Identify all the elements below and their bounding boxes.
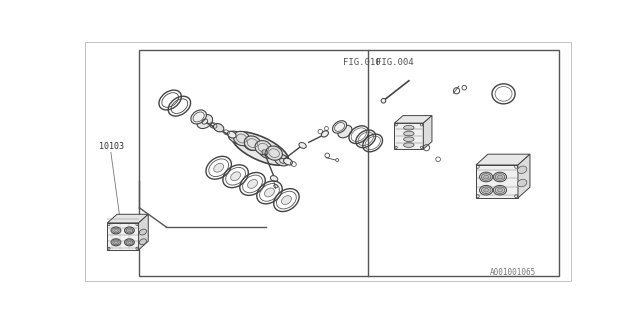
Ellipse shape (299, 142, 307, 148)
Ellipse shape (230, 172, 241, 181)
Ellipse shape (404, 143, 414, 147)
Ellipse shape (495, 174, 505, 180)
Ellipse shape (481, 174, 491, 180)
Ellipse shape (484, 188, 488, 192)
Ellipse shape (113, 240, 119, 245)
Ellipse shape (234, 131, 250, 146)
Ellipse shape (518, 179, 527, 187)
Ellipse shape (271, 176, 278, 181)
Ellipse shape (518, 166, 527, 173)
Ellipse shape (111, 227, 121, 234)
Ellipse shape (404, 131, 414, 136)
Ellipse shape (493, 172, 506, 182)
Ellipse shape (282, 196, 291, 204)
Circle shape (381, 99, 386, 103)
Text: FIG.004: FIG.004 (376, 59, 413, 68)
Polygon shape (394, 123, 423, 149)
Polygon shape (518, 154, 530, 198)
Ellipse shape (140, 239, 147, 245)
Polygon shape (394, 116, 432, 123)
Ellipse shape (191, 110, 207, 124)
Ellipse shape (255, 140, 271, 155)
Ellipse shape (479, 185, 493, 195)
Ellipse shape (338, 125, 352, 138)
Ellipse shape (481, 187, 491, 194)
Text: 10103: 10103 (99, 142, 124, 151)
Text: A001001065: A001001065 (490, 268, 536, 277)
Ellipse shape (284, 158, 292, 165)
Ellipse shape (234, 136, 242, 144)
Ellipse shape (484, 175, 488, 179)
Ellipse shape (214, 124, 224, 132)
Ellipse shape (227, 131, 236, 138)
Text: FIG.010: FIG.010 (344, 59, 381, 68)
Ellipse shape (248, 180, 257, 188)
Ellipse shape (493, 185, 506, 195)
Ellipse shape (125, 227, 134, 234)
Ellipse shape (321, 131, 328, 137)
Ellipse shape (404, 125, 414, 130)
Ellipse shape (497, 188, 502, 192)
Ellipse shape (495, 187, 505, 194)
Ellipse shape (244, 139, 259, 150)
Ellipse shape (125, 239, 134, 246)
Ellipse shape (244, 136, 260, 150)
Ellipse shape (232, 132, 289, 165)
Polygon shape (476, 165, 518, 198)
Ellipse shape (197, 115, 212, 129)
Ellipse shape (404, 137, 414, 141)
Ellipse shape (214, 163, 223, 172)
Ellipse shape (275, 154, 289, 166)
Ellipse shape (113, 228, 119, 233)
Ellipse shape (497, 175, 502, 179)
Polygon shape (108, 214, 148, 223)
Bar (140, 50, 559, 276)
Polygon shape (108, 223, 139, 250)
Ellipse shape (266, 146, 282, 160)
Ellipse shape (333, 121, 347, 133)
Ellipse shape (479, 172, 493, 182)
Polygon shape (476, 154, 530, 165)
Ellipse shape (126, 240, 132, 245)
Ellipse shape (259, 147, 274, 158)
Ellipse shape (228, 131, 243, 143)
Polygon shape (423, 116, 432, 149)
Ellipse shape (126, 228, 132, 233)
Ellipse shape (264, 188, 275, 197)
Ellipse shape (111, 239, 121, 246)
Polygon shape (139, 214, 148, 250)
Ellipse shape (140, 229, 147, 235)
